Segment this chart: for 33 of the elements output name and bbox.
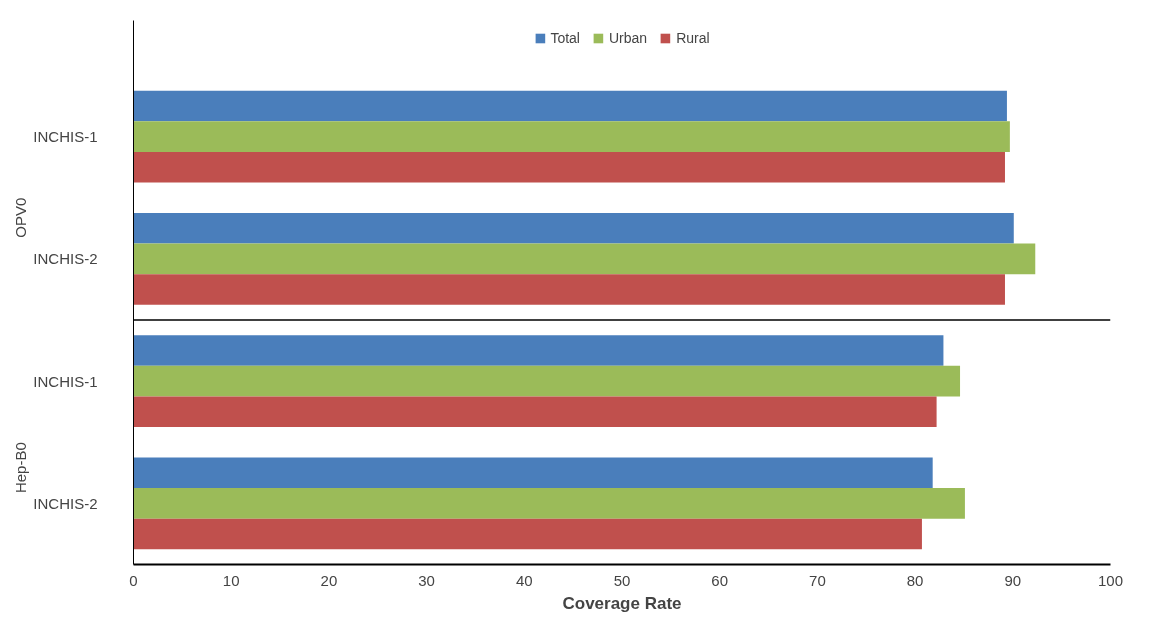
x-tick-label: 60 — [711, 571, 729, 589]
bar — [133, 274, 1005, 305]
bar — [133, 243, 1036, 275]
bar — [133, 151, 1005, 183]
x-tick-label: 50 — [613, 571, 631, 589]
x-tick-label: 80 — [906, 571, 924, 589]
x-tick-label: 0 — [129, 571, 138, 589]
x-tick-label: 90 — [1004, 571, 1022, 589]
y-tick-label: INCHIS-2 — [33, 494, 98, 512]
x-axis-title: Coverage Rate — [562, 593, 682, 613]
y-tick-label: INCHIS-2 — [33, 250, 98, 268]
text: Hep-B0 — [12, 442, 29, 494]
bar — [133, 457, 933, 489]
x-tick-label: 100 — [1097, 571, 1124, 589]
x-tick-label: 40 — [515, 571, 533, 589]
text: OPV0 — [12, 197, 29, 238]
bar — [133, 90, 1007, 122]
bar — [133, 335, 944, 366]
bar — [133, 518, 922, 550]
x-tick-label: 30 — [418, 571, 435, 589]
legend-label: Rural — [676, 30, 710, 46]
bar — [133, 488, 965, 519]
bar — [133, 213, 1014, 244]
x-tick-label: 20 — [320, 571, 338, 589]
x-tick-label: 70 — [809, 571, 826, 589]
legend-label: Urban — [608, 30, 648, 46]
y-tick-label: INCHIS-1 — [33, 372, 98, 390]
legend-label: Total — [550, 30, 580, 46]
x-tick-label: 10 — [222, 571, 240, 589]
bar — [133, 121, 1010, 152]
y-tick-label: INCHIS-1 — [33, 128, 98, 146]
bar — [133, 396, 937, 427]
bar — [133, 365, 961, 397]
